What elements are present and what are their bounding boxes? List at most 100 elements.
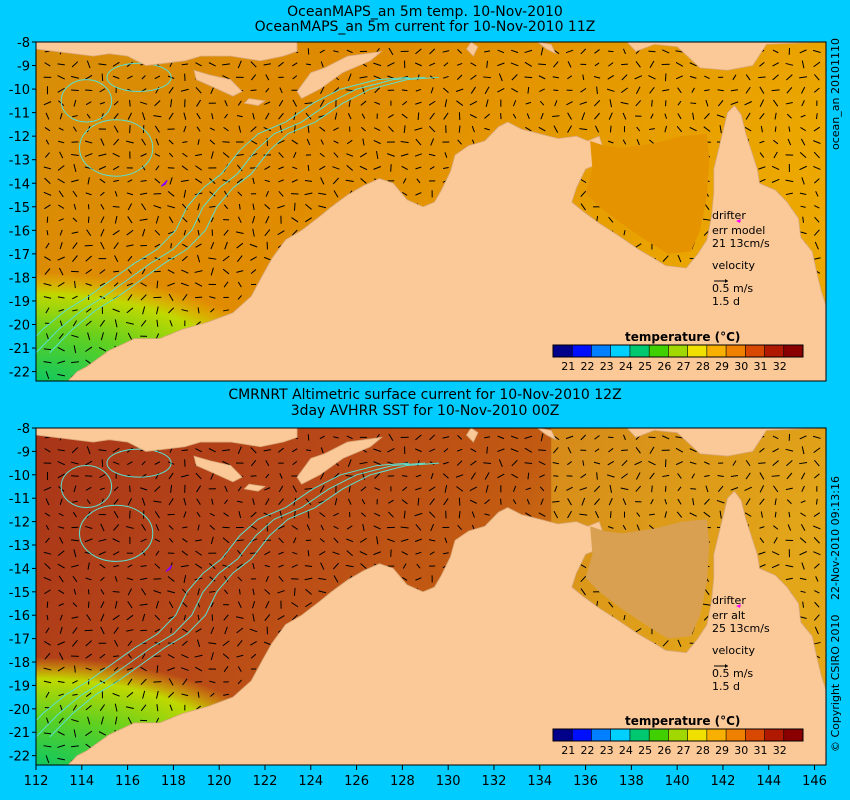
lat-tick-label: -11 [9, 107, 30, 122]
colorbar-frame [552, 344, 804, 358]
colorbar-tick-label: 25 [638, 360, 652, 373]
drifter-marker [160, 179, 168, 187]
lon-tick-label: 120 [207, 774, 232, 789]
legend-err-value: 21 13cm/s [712, 237, 770, 250]
colorbar-tick-label: 22 [580, 744, 594, 757]
panel2-map-area [36, 428, 826, 765]
legend-velocity-arrowhead-icon [725, 664, 728, 668]
colorbar-tick-label: 25 [638, 744, 652, 757]
colorbar-swatch [591, 729, 612, 741]
lat-tick-label: -10 [9, 469, 30, 484]
colorbar-tick-label: 22 [580, 360, 594, 373]
colorbar-tick-label: 28 [696, 744, 710, 757]
lon-tick-label: 122 [253, 774, 278, 789]
lat-tick-label: -13 [9, 539, 30, 554]
legend-drifter-label: drifter [712, 209, 746, 222]
land-masses [36, 42, 826, 381]
island [465, 42, 479, 57]
panel2-copyright: © Copyright CSIRO 2010 [829, 614, 842, 752]
legend-velocity-value: 0.5 m/s [712, 667, 753, 680]
colorbar-swatch [629, 729, 650, 741]
map-frame [35, 427, 827, 766]
colorbar-frame [552, 728, 804, 742]
colorbar-swatch [745, 345, 766, 357]
colorbar-swatch [726, 345, 746, 357]
panel2-title-line2: 3day AVHRR SST for 10-Nov-2010 00Z [290, 403, 560, 419]
colorbar-swatch [783, 729, 804, 741]
panel2-title-line1: CMRNRT Altimetric surface current for 10… [228, 387, 622, 403]
colorbar-swatch [572, 345, 592, 357]
colorbar-tick-label: 32 [773, 744, 787, 757]
lat-tick-label: -22 [9, 750, 30, 765]
colorbar-swatch [764, 345, 785, 357]
panel1-title-line1: OceanMAPS_an 5m temp. 10-Nov-2010 [287, 4, 563, 20]
colorbar-tick-label: 24 [619, 360, 633, 373]
panel1-map: -8 -9 -10 -11 -12 -13 -14 -15 -16 -17 -18 -19 -20 -21… [9, 36, 827, 382]
lat-tick-label: -14 [9, 562, 30, 577]
legend-drifter-icon [736, 219, 741, 223]
colorbar-tick-label: 31 [754, 744, 768, 757]
lat-tick-label: -14 [9, 177, 30, 192]
island [296, 50, 384, 100]
lon-tick-label: 138 [619, 774, 644, 789]
lat-tick-label: -20 [9, 703, 30, 718]
land-masses [36, 428, 826, 765]
gulf-of-carpentaria [585, 133, 710, 254]
lat-tick-label: -19 [9, 295, 30, 310]
lat-tick-label: -12 [9, 130, 30, 145]
lat-tick-label: -8 [17, 422, 30, 437]
lon-tick-label: 116 [115, 774, 140, 789]
lat-tick-label: -19 [9, 679, 30, 694]
colorbar-swatch [764, 729, 785, 741]
legend-drifter-label: drifter [712, 594, 746, 607]
lat-tick-label: -17 [9, 248, 30, 263]
lat-tick-label: -15 [9, 586, 30, 601]
lat-tick-label: -13 [9, 154, 30, 169]
panel1-side-label: ocean_an 20101110 [829, 38, 842, 150]
colorbar-swatch [610, 345, 631, 357]
legend-velocity-days: 1.5 d [712, 295, 740, 308]
lon-tick-label: 132 [482, 774, 507, 789]
island [626, 42, 826, 71]
colorbar-swatch [706, 729, 727, 741]
colorbar-tick-label: 26 [657, 360, 671, 373]
lon-tick-label: 140 [665, 774, 690, 789]
colorbar-tick-label: 27 [677, 744, 691, 757]
island [243, 98, 267, 106]
lon-tick-label: 124 [298, 774, 323, 789]
colorbar-tick-label: 23 [600, 360, 614, 373]
colorbar-swatch [745, 729, 766, 741]
lat-tick-label: -21 [9, 342, 30, 357]
colorbar-tick-label: 30 [734, 360, 748, 373]
lon-tick-label: 130 [436, 774, 461, 789]
island [537, 42, 557, 55]
legend-err-label: err model [712, 224, 765, 237]
lon-tick-label: 126 [344, 774, 369, 789]
island [36, 42, 298, 66]
legend-velocity-label: velocity [712, 644, 755, 657]
lat-tick-label: -18 [9, 271, 30, 286]
bathymetry-contours [36, 448, 440, 738]
legend-velocity-arrowhead-icon [725, 279, 728, 283]
colorbar-tick-label: 21 [561, 360, 575, 373]
lon-tick-label: 142 [711, 774, 736, 789]
panel1-title-line2: OceanMAPS_an 5m current for 10-Nov-2010 … [254, 19, 596, 35]
lon-tick-label: 144 [756, 774, 781, 789]
panel2-map: -8 -9 -10 -11 -12 -13 -14 -15 -16 -17 -18 -19 -20 -21… [9, 422, 827, 789]
colorbar-tick-label: 28 [696, 360, 710, 373]
island [36, 428, 298, 452]
colorbar-swatch [591, 345, 612, 357]
lat-tick-label: -16 [9, 224, 30, 239]
lat-tick-label: -10 [9, 83, 30, 98]
island [193, 455, 243, 483]
lon-tick-label: 128 [390, 774, 415, 789]
colorbar-swatch [668, 729, 689, 741]
colorbar-title: temperature (°C) [625, 714, 740, 728]
island [626, 428, 826, 457]
colorbar-swatch [572, 729, 592, 741]
colorbar-swatch [649, 729, 669, 741]
legend-drifter-icon [736, 604, 741, 608]
colorbar-tick-label: 29 [715, 360, 729, 373]
legend-velocity-value: 0.5 m/s [712, 282, 753, 295]
colorbar-title: temperature (°C) [625, 330, 740, 344]
